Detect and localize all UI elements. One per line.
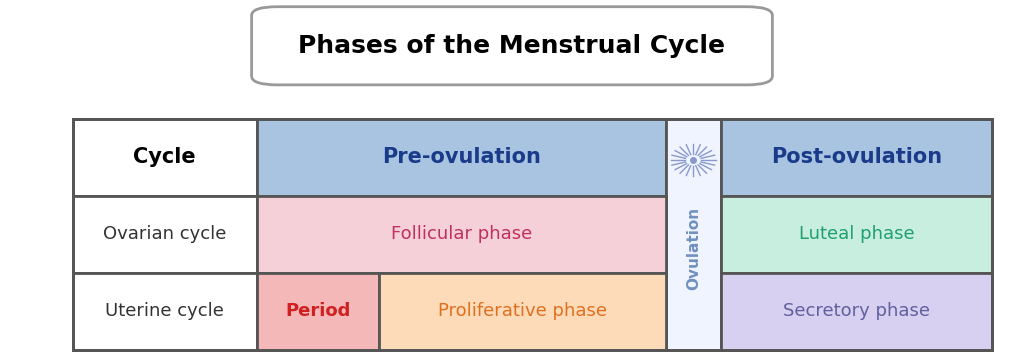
Bar	[257, 196, 666, 273]
Bar	[257, 273, 380, 349]
Text: Ovarian cycle: Ovarian cycle	[103, 225, 226, 243]
Bar	[73, 118, 257, 196]
Text: Phases of the Menstrual Cycle: Phases of the Menstrual Cycle	[299, 34, 725, 58]
Text: Follicular phase: Follicular phase	[390, 225, 531, 243]
Text: Period: Period	[286, 302, 351, 320]
Text: Pre-ovulation: Pre-ovulation	[382, 147, 541, 167]
FancyBboxPatch shape	[252, 7, 772, 85]
Text: Secretory phase: Secretory phase	[783, 302, 930, 320]
Text: Cycle: Cycle	[133, 147, 197, 167]
Bar	[721, 273, 992, 349]
Bar	[257, 118, 666, 196]
Text: Ovulation: Ovulation	[686, 207, 700, 290]
Bar	[73, 273, 257, 349]
Bar	[380, 273, 666, 349]
Text: Uterine cycle: Uterine cycle	[105, 302, 224, 320]
Text: Luteal phase: Luteal phase	[799, 225, 914, 243]
Bar	[721, 196, 992, 273]
Text: Proliferative phase: Proliferative phase	[438, 302, 607, 320]
Text: Post-ovulation: Post-ovulation	[771, 147, 942, 167]
Bar	[73, 118, 992, 349]
Bar	[73, 196, 257, 273]
Bar	[666, 118, 721, 349]
Bar	[721, 118, 992, 196]
